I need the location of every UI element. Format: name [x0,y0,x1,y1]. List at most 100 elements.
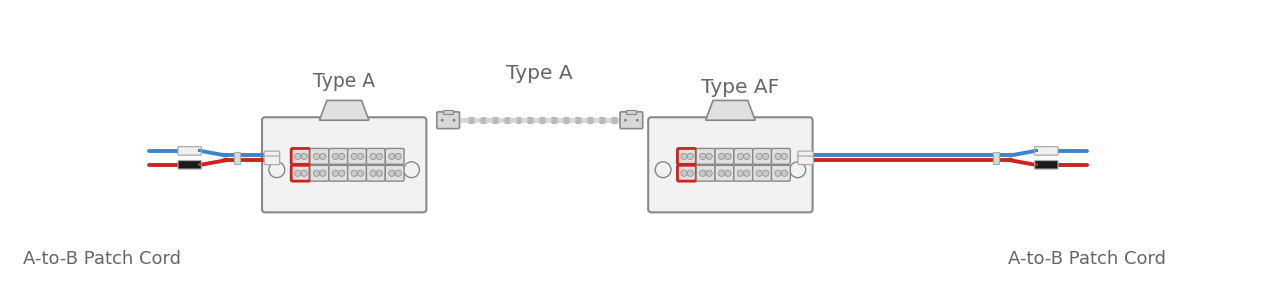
FancyBboxPatch shape [262,117,427,212]
FancyBboxPatch shape [798,156,813,164]
FancyBboxPatch shape [437,112,460,129]
Circle shape [700,170,706,177]
Circle shape [724,170,732,177]
FancyBboxPatch shape [329,165,348,181]
FancyBboxPatch shape [677,148,696,164]
Circle shape [743,170,749,177]
Circle shape [338,153,344,160]
Circle shape [706,170,713,177]
Circle shape [357,170,363,177]
Circle shape [781,153,787,160]
Bar [1036,163,1038,166]
Bar [1036,150,1038,152]
Circle shape [376,153,382,160]
Circle shape [332,153,338,160]
Bar [234,152,241,164]
Circle shape [655,162,671,178]
FancyBboxPatch shape [648,117,813,212]
FancyBboxPatch shape [753,148,771,164]
FancyBboxPatch shape [291,148,310,164]
FancyBboxPatch shape [696,165,715,181]
FancyBboxPatch shape [1034,147,1058,155]
Circle shape [389,153,395,160]
FancyBboxPatch shape [179,147,201,155]
Circle shape [718,153,724,160]
Circle shape [295,170,301,177]
Circle shape [357,153,363,160]
Bar [443,110,453,114]
FancyBboxPatch shape [179,160,201,169]
FancyBboxPatch shape [348,165,366,181]
FancyBboxPatch shape [385,165,404,181]
FancyBboxPatch shape [620,112,643,129]
FancyBboxPatch shape [366,165,385,181]
Circle shape [370,153,376,160]
FancyBboxPatch shape [310,148,329,164]
Circle shape [301,170,308,177]
Circle shape [790,162,805,178]
FancyBboxPatch shape [798,151,813,160]
FancyBboxPatch shape [1034,160,1058,169]
Text: Type A: Type A [313,71,375,90]
FancyBboxPatch shape [348,148,366,164]
Circle shape [301,153,308,160]
FancyBboxPatch shape [265,156,280,164]
Circle shape [775,153,781,160]
Circle shape [320,153,327,160]
Circle shape [636,119,639,122]
Circle shape [700,153,706,160]
Polygon shape [705,100,755,120]
Bar [993,152,999,164]
Circle shape [453,119,456,122]
Circle shape [295,153,301,160]
Circle shape [376,170,382,177]
FancyBboxPatch shape [753,165,771,181]
Circle shape [724,153,732,160]
Circle shape [756,170,762,177]
Circle shape [624,119,627,122]
FancyBboxPatch shape [734,165,753,181]
FancyBboxPatch shape [265,151,280,160]
Circle shape [718,170,724,177]
FancyBboxPatch shape [677,165,696,181]
Circle shape [332,170,338,177]
Polygon shape [319,100,368,120]
Circle shape [737,170,743,177]
FancyBboxPatch shape [734,148,753,164]
Circle shape [395,170,401,177]
Text: Type AF: Type AF [701,78,780,98]
Circle shape [351,170,357,177]
Circle shape [441,119,443,122]
Circle shape [681,153,687,160]
FancyBboxPatch shape [329,148,348,164]
Circle shape [762,153,768,160]
Circle shape [687,153,694,160]
Circle shape [314,153,320,160]
FancyBboxPatch shape [715,165,734,181]
Circle shape [756,153,762,160]
Circle shape [404,162,419,178]
FancyBboxPatch shape [310,165,329,181]
Circle shape [320,170,327,177]
Circle shape [706,153,713,160]
Bar [197,163,200,166]
Text: Type A: Type A [506,64,573,83]
Circle shape [268,162,285,178]
Circle shape [351,153,357,160]
Bar [197,150,200,152]
Text: A-to-B Patch Cord: A-to-B Patch Cord [23,250,181,268]
Circle shape [389,170,395,177]
FancyBboxPatch shape [771,148,790,164]
FancyBboxPatch shape [715,148,734,164]
Circle shape [370,170,376,177]
Circle shape [737,153,743,160]
Circle shape [781,170,787,177]
Circle shape [338,170,344,177]
Bar [627,110,637,114]
FancyBboxPatch shape [291,165,310,181]
FancyBboxPatch shape [696,148,715,164]
Circle shape [314,170,320,177]
FancyBboxPatch shape [771,165,790,181]
Text: A-to-B Patch Cord: A-to-B Patch Cord [1008,250,1166,268]
Circle shape [395,153,401,160]
